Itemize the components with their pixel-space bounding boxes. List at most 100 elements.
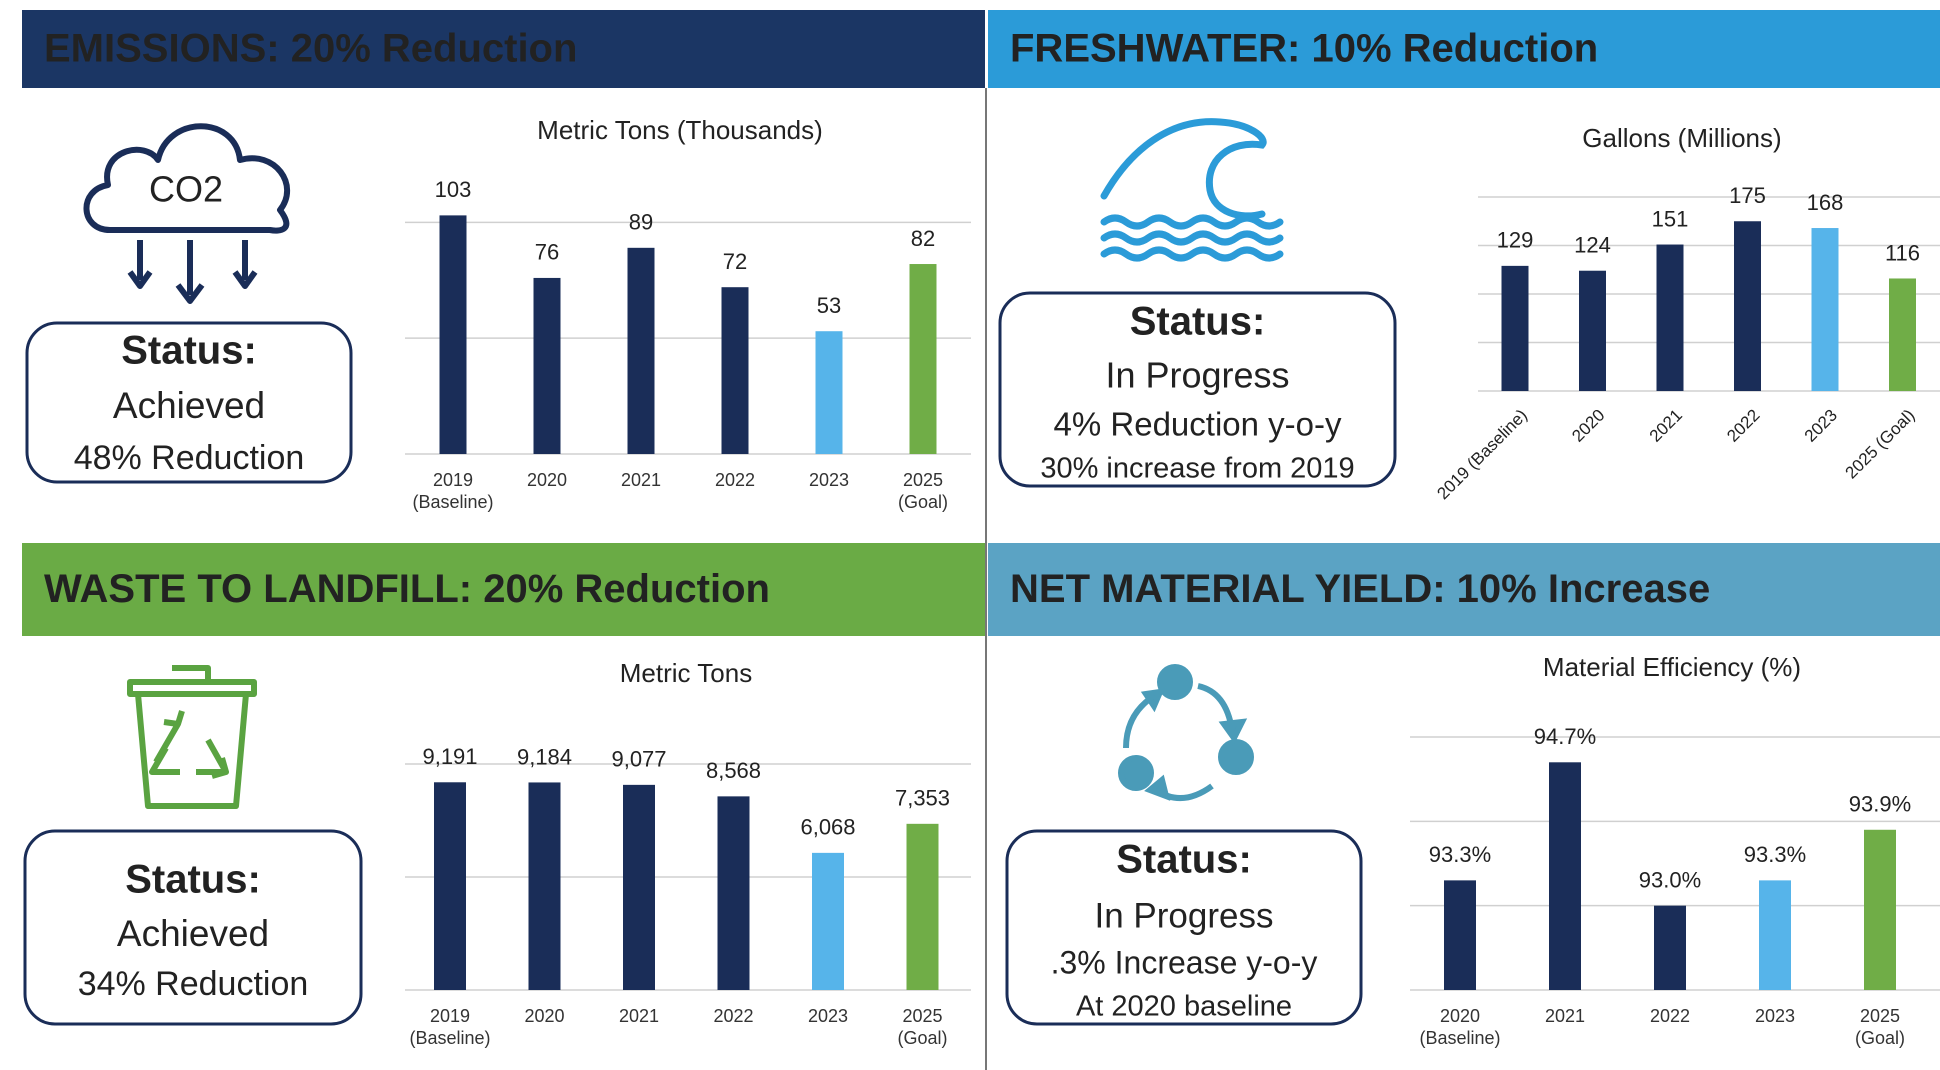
bar xyxy=(1549,762,1581,990)
x-tick-label: 2020 xyxy=(524,1006,565,1026)
status-state: Achieved xyxy=(113,385,265,426)
bar xyxy=(717,796,750,990)
chart-title: Material Efficiency (%) xyxy=(1543,652,1801,682)
value-label: 76 xyxy=(535,240,559,265)
bar xyxy=(1501,265,1529,391)
value-label: 175 xyxy=(1729,183,1766,208)
panel-header-text: EMISSIONS: 20% Reduction xyxy=(44,27,577,71)
x-tick-label: 2025 (Goal) xyxy=(897,1006,948,1048)
value-label: 93.9% xyxy=(1849,792,1911,817)
recycle-bin-icon xyxy=(127,665,257,809)
bar xyxy=(906,823,939,990)
value-label: 93.0% xyxy=(1639,867,1701,892)
value-label: 124 xyxy=(1574,233,1611,258)
bar xyxy=(1579,270,1606,391)
panel-header xyxy=(988,543,1940,636)
value-label: 168 xyxy=(1807,190,1844,215)
panel-header xyxy=(22,543,985,636)
value-label: 82 xyxy=(911,226,935,251)
status-detail: .3% Increase y-o-y xyxy=(1051,944,1318,980)
bar xyxy=(1656,244,1684,391)
panel-header-text: NET MATERIAL YIELD: 10% Increase xyxy=(1010,567,1710,611)
x-tick-label: 2023 xyxy=(1754,1006,1796,1026)
bar xyxy=(812,852,844,990)
x-tick-label: 2022 xyxy=(713,1006,754,1026)
value-label: 93.3% xyxy=(1744,842,1806,867)
bar xyxy=(1444,880,1476,990)
status-state: In Progress xyxy=(1095,896,1274,935)
cycle-icon xyxy=(1118,664,1254,802)
icon-label: CO2 xyxy=(149,169,223,210)
status-detail: 4% Reduction y-o-y xyxy=(1054,406,1342,443)
bar xyxy=(1654,905,1686,990)
x-tick-label: 2025 (Goal) xyxy=(1842,406,1919,483)
x-tick-label: 2019 (Baseline) xyxy=(1433,406,1531,504)
panel-header xyxy=(22,10,985,88)
chart-title: Metric Tons (Thousands) xyxy=(537,115,823,145)
x-tick-label: 2025 (Goal) xyxy=(897,470,949,512)
bar xyxy=(1759,880,1791,990)
chart-title: Gallons (Millions) xyxy=(1582,123,1781,153)
value-label: 9,184 xyxy=(517,744,572,769)
value-label: 6,068 xyxy=(800,815,855,840)
status-label: Status: xyxy=(121,329,257,373)
value-label: 94.7% xyxy=(1534,724,1596,749)
value-label: 53 xyxy=(817,293,841,318)
bar xyxy=(1811,228,1839,391)
status-box xyxy=(25,321,353,484)
status-detail: 30% increase from 2019 xyxy=(1040,453,1354,485)
panel-header-text: FRESHWATER: 10% Reduction xyxy=(1010,27,1598,71)
value-label: 103 xyxy=(435,177,472,202)
bar xyxy=(627,247,655,454)
value-label: 72 xyxy=(723,249,747,274)
x-tick-label: 2023 xyxy=(1801,406,1841,446)
value-label: 89 xyxy=(629,210,653,235)
wave-icon xyxy=(1100,118,1284,262)
status-box xyxy=(23,829,363,1026)
bar xyxy=(623,784,655,990)
panel-header-text: WASTE TO LANDFILL: 20% Reduction xyxy=(44,567,770,611)
x-tick-label: 2021 xyxy=(618,1006,660,1026)
bar xyxy=(909,264,937,454)
value-label: 151 xyxy=(1652,206,1689,231)
bar xyxy=(1889,278,1916,391)
x-tick-label: 2021 xyxy=(620,470,662,490)
bar xyxy=(528,782,561,990)
chart-title: Metric Tons xyxy=(620,658,752,688)
value-label: 9,077 xyxy=(611,747,666,772)
x-tick-label: 2023 xyxy=(807,1006,849,1026)
status-detail: 48% Reduction xyxy=(74,439,305,477)
panel-header xyxy=(988,10,1940,88)
status-label: Status: xyxy=(125,858,261,902)
x-tick-label: 2020 (Baseline) xyxy=(1419,1006,1501,1048)
x-tick-label: 2019 (Baseline) xyxy=(409,1006,491,1048)
bar xyxy=(439,215,467,454)
x-tick-label: 2020 xyxy=(1568,406,1608,446)
status-label: Status: xyxy=(1116,838,1252,882)
value-label: 9,191 xyxy=(422,744,477,769)
x-tick-label: 2019 (Baseline) xyxy=(412,470,494,512)
x-tick-label: 2021 xyxy=(1544,1006,1586,1026)
x-tick-label: 2025 (Goal) xyxy=(1854,1006,1906,1048)
status-box xyxy=(998,291,1397,488)
value-label: 93.3% xyxy=(1429,842,1491,867)
x-tick-label: 2022 xyxy=(714,470,756,490)
status-label: Status: xyxy=(1130,300,1266,344)
value-label: 7,353 xyxy=(895,786,950,811)
bar xyxy=(1734,221,1761,391)
bar xyxy=(1864,829,1896,990)
status-state: Achieved xyxy=(117,913,269,954)
x-tick-label: 2023 xyxy=(808,470,850,490)
status-detail: At 2020 baseline xyxy=(1076,991,1292,1023)
x-tick-label: 2021 xyxy=(1646,406,1686,446)
value-label: 8,568 xyxy=(706,758,761,783)
bar xyxy=(721,287,749,454)
bar xyxy=(533,277,561,454)
x-tick-label: 2022 xyxy=(1649,1006,1691,1026)
value-label: 116 xyxy=(1885,240,1920,265)
value-label: 129 xyxy=(1497,228,1534,253)
status-box xyxy=(1005,829,1363,1026)
bar xyxy=(815,331,843,454)
